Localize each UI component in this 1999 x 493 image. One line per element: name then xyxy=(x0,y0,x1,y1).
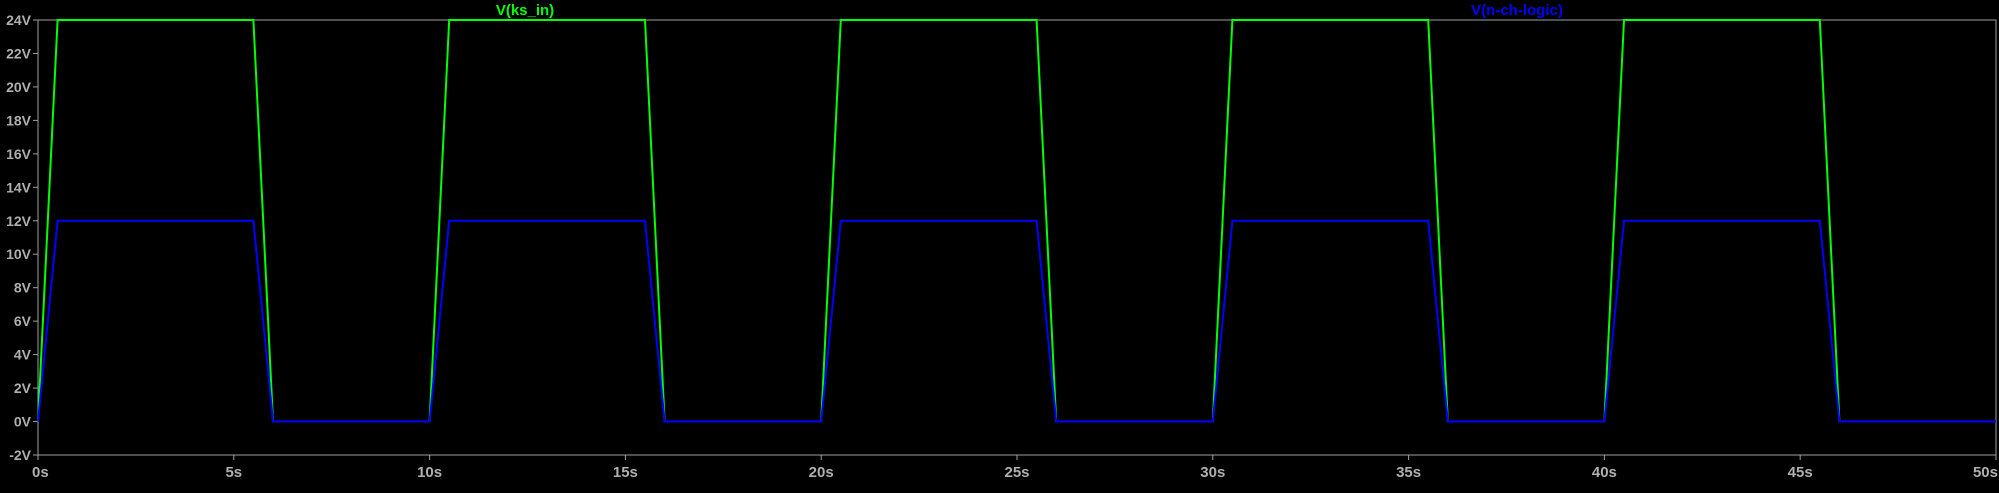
x-tick-label: 40s xyxy=(1592,464,1617,481)
x-tick-label: 20s xyxy=(809,464,834,481)
y-tick-label: -2V xyxy=(9,447,31,463)
y-tick-label: 0V xyxy=(14,414,32,430)
y-tick-label: 22V xyxy=(6,45,32,61)
y-tick-label: 24V xyxy=(6,12,32,28)
legend-label-0[interactable]: V(ks_in) xyxy=(496,2,554,19)
y-tick-label: 2V xyxy=(14,380,32,396)
x-tick-label: 50s xyxy=(1973,464,1998,481)
y-tick-label: 4V xyxy=(14,347,32,363)
y-tick-label: 16V xyxy=(6,146,32,162)
x-tick-label: 15s xyxy=(613,464,638,481)
y-tick-label: 18V xyxy=(6,112,32,128)
x-tick-label: 35s xyxy=(1396,464,1421,481)
x-tick-label: 5s xyxy=(225,464,242,481)
series-line-1 xyxy=(37,219,1996,423)
x-axis: 0s 5s 10s 15s 20s 25s 30s 35s 40s 45s 50s xyxy=(32,455,1998,481)
legend-label-1[interactable]: V(n-ch-logic) xyxy=(1471,2,1563,19)
y-tick-label: 8V xyxy=(14,280,32,296)
x-tick-label: 10s xyxy=(417,464,442,481)
y-tick-label: 20V xyxy=(6,79,32,95)
legend: V(ks_in) V(n-ch-logic) xyxy=(496,2,1563,19)
x-tick-label: 45s xyxy=(1788,464,1813,481)
y-axis: -2V 0V 2V 4V 6V 8V 10V 12V 14V 16V 18V 20V 22V 24V xyxy=(6,12,38,463)
y-tick-label: 14V xyxy=(6,179,32,195)
y-tick-label: 10V xyxy=(6,246,32,262)
y-tick-label: 6V xyxy=(14,313,32,329)
y-tick-label: 12V xyxy=(6,213,32,229)
x-tick-label: 25s xyxy=(1004,464,1029,481)
x-tick-label: 0s xyxy=(32,464,49,481)
x-tick-label: 30s xyxy=(1200,464,1225,481)
traces xyxy=(37,19,1996,423)
